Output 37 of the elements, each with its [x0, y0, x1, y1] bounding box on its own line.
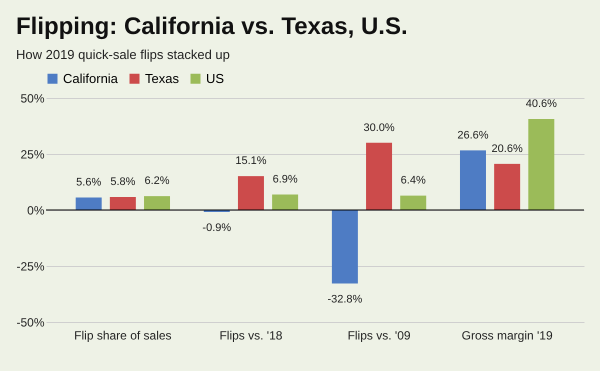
data-label: 15.1% [235, 155, 267, 168]
data-label: 6.4% [400, 174, 426, 187]
bar [528, 119, 554, 210]
bar [76, 197, 102, 210]
bar [366, 142, 392, 210]
bar [272, 194, 298, 210]
bar [460, 150, 486, 210]
legend-label: Texas [145, 70, 180, 86]
data-label: 30.0% [363, 122, 395, 134]
chart-subtitle: How 2019 quick-sale flips stacked up [16, 47, 230, 62]
bar [144, 196, 170, 210]
data-label: 40.6% [526, 98, 558, 110]
y-tick-label: 0% [27, 204, 45, 218]
chart-title: Flipping: California vs. Texas, U.S. [16, 13, 408, 40]
y-tick-label: -25% [16, 260, 45, 274]
data-label: 26.6% [457, 129, 489, 142]
bar [110, 197, 136, 210]
x-tick-label: Gross margin '19 [462, 328, 553, 342]
y-tick-label: -50% [16, 316, 45, 330]
data-label: 6.2% [144, 175, 170, 188]
data-label: 5.6% [76, 176, 102, 188]
data-label: 20.6% [492, 142, 523, 155]
bar [400, 196, 426, 210]
bar [494, 164, 520, 210]
y-tick-label: 25% [20, 148, 45, 162]
x-tick-label: Flip share of sales [74, 328, 172, 342]
y-tick-label: 50% [20, 92, 45, 106]
data-label: 6.9% [272, 174, 298, 186]
legend-label: California [63, 70, 119, 86]
data-label: -0.9% [202, 222, 232, 234]
x-tick-label: Flips vs. '09 [348, 328, 411, 342]
bar [332, 210, 358, 284]
data-label: -32.8% [327, 293, 363, 306]
x-tick-label: Flips vs. '18 [219, 328, 283, 342]
legend-label: US [206, 70, 224, 86]
bar [238, 176, 264, 210]
data-label: 5.8% [110, 176, 136, 188]
